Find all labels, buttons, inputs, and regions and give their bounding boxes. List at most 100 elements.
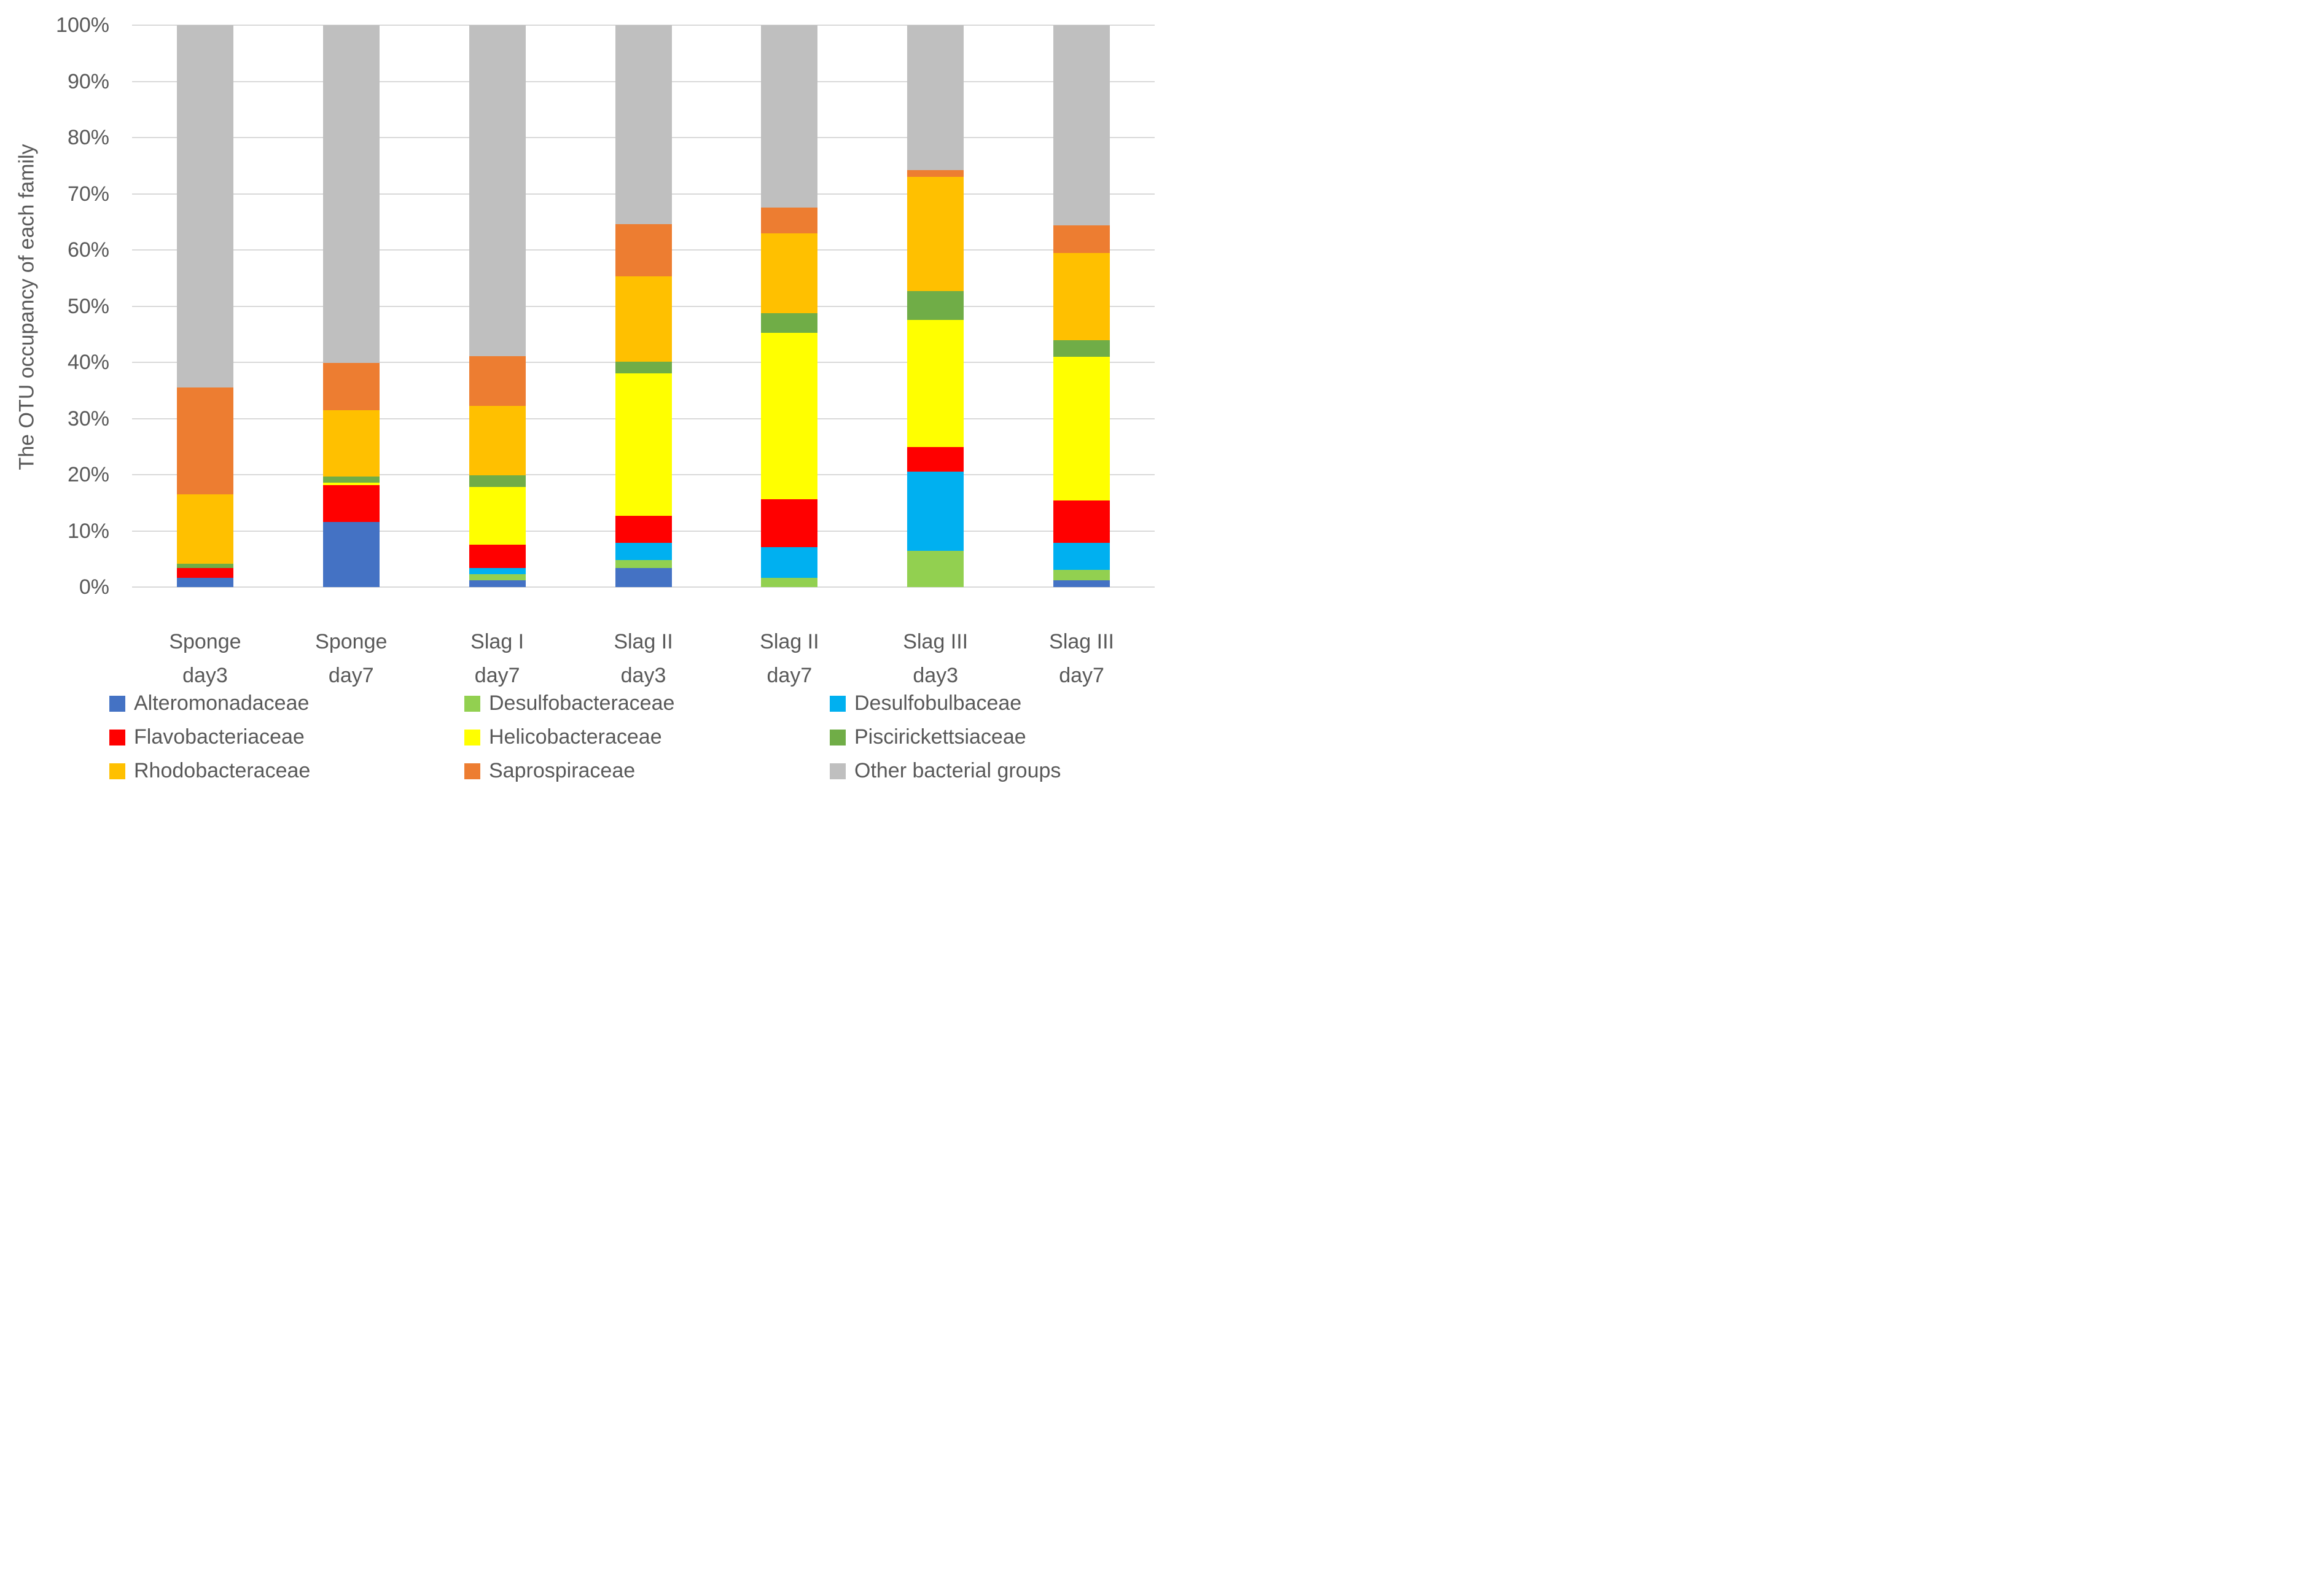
bar-segment-flavobacteriaceae xyxy=(469,545,526,568)
gridline xyxy=(132,25,1155,26)
legend-item-alteromonadaceae: Alteromonadaceae xyxy=(109,691,464,715)
bar-segment-helicobacteraceae xyxy=(615,373,672,516)
bar-slot xyxy=(424,25,571,587)
bar-segment-desulfobulbaceae xyxy=(469,567,526,574)
stacked-bar-sponge-day3 xyxy=(176,25,233,587)
category-label-line2: day7 xyxy=(1059,664,1104,687)
y-tick-label: 50% xyxy=(67,294,109,318)
legend-label: Helicobacteraceae xyxy=(489,725,662,749)
bar-segment-saprospiraceae xyxy=(907,170,964,177)
y-tick-label: 30% xyxy=(67,407,109,430)
legend-label: Alteromonadaceae xyxy=(134,691,310,715)
bar-segment-piscirickettsiaceae xyxy=(176,563,233,568)
stacked-bar-sponge-day7 xyxy=(322,25,380,587)
legend-swatch-icon xyxy=(830,729,846,745)
bar-segment-rhodobacteraceae xyxy=(615,276,672,362)
bar-segment-piscirickettsiaceae xyxy=(761,313,818,333)
category-label: Sponge day7 xyxy=(278,625,424,693)
plot-area xyxy=(132,25,1155,588)
bar-slot xyxy=(1008,25,1155,587)
stacked-bar-slag-i-day7 xyxy=(469,25,526,587)
legend: Alteromonadaceae Desulfobacteraceae Desulf… xyxy=(109,687,1061,788)
bars-container xyxy=(132,25,1155,587)
legend-swatch-icon xyxy=(109,729,125,745)
stacked-bar-slag-ii-day7 xyxy=(761,25,818,587)
bar-segment-rhodobacteraceae xyxy=(322,410,380,477)
bar-segment-rhodobacteraceae xyxy=(469,406,526,475)
y-tick-label: 40% xyxy=(67,351,109,374)
y-axis-tick-labels: 0% 10% 20% 30% 40% 50% 60% 70% 80% 90% 100% xyxy=(11,15,109,598)
category-label-line2: day3 xyxy=(182,664,228,687)
bar-segment-desulfobacteraceae xyxy=(469,574,526,581)
bar-slot xyxy=(132,25,278,587)
legend-item-flavobacteriaceae: Flavobacteriaceae xyxy=(109,725,464,749)
bar-segment-other-bacterial-groups xyxy=(176,25,233,388)
bar-segment-desulfobulbaceae xyxy=(1053,542,1110,570)
bar-segment-other-bacterial-groups xyxy=(615,25,672,224)
category-label-line1: Slag III xyxy=(1049,630,1114,653)
bar-segment-flavobacteriaceae xyxy=(907,447,964,472)
bar-segment-desulfobulbaceae xyxy=(907,472,964,551)
bar-segment-saprospiraceae xyxy=(761,207,818,233)
y-tick-label: 60% xyxy=(67,238,109,262)
legend-swatch-icon xyxy=(830,763,846,779)
category-label-line2: day3 xyxy=(620,664,666,687)
bar-segment-flavobacteriaceae xyxy=(322,485,380,522)
legend-item-rhodobacteraceae: Rhodobacteraceae xyxy=(109,759,464,783)
bar-segment-rhodobacteraceae xyxy=(1053,252,1110,341)
legend-swatch-icon xyxy=(464,763,480,779)
bar-segment-rhodobacteraceae xyxy=(176,494,233,564)
legend-item-saprospiraceae: Saprospiraceae xyxy=(464,759,830,783)
bar-segment-piscirickettsiaceae xyxy=(615,362,672,374)
bar-segment-alteromonadaceae xyxy=(1053,580,1110,587)
bar-segment-helicobacteraceae xyxy=(322,482,380,485)
bar-segment-alteromonadaceae xyxy=(469,580,526,587)
bar-segment-desulfobacteraceae xyxy=(907,551,964,587)
legend-label: Saprospiraceae xyxy=(489,759,636,782)
category-label: Slag III day7 xyxy=(1008,625,1155,693)
legend-item-desulfobulbaceae: Desulfobulbaceae xyxy=(830,691,1061,715)
y-tick-label: 90% xyxy=(67,69,109,93)
category-label: Slag II day3 xyxy=(571,625,717,693)
category-label: Slag III day3 xyxy=(862,625,1008,693)
bar-segment-desulfobacteraceae xyxy=(1053,569,1110,581)
bar-segment-helicobacteraceae xyxy=(469,487,526,545)
bar-segment-other-bacterial-groups xyxy=(1053,25,1110,225)
category-label-line1: Sponge xyxy=(315,630,388,653)
legend-label: Rhodobacteraceae xyxy=(134,759,311,782)
bar-segment-piscirickettsiaceae xyxy=(322,476,380,483)
legend-item-helicobacteraceae: Helicobacteraceae xyxy=(464,725,830,749)
bar-segment-alteromonadaceae xyxy=(176,578,233,587)
legend-swatch-icon xyxy=(109,695,125,712)
bar-segment-saprospiraceae xyxy=(322,362,380,410)
bar-segment-flavobacteriaceae xyxy=(176,567,233,578)
bar-slot xyxy=(862,25,1008,587)
legend-label: Desulfobulbaceae xyxy=(854,691,1022,715)
bar-segment-helicobacteraceae xyxy=(907,320,964,448)
category-label-line2: day3 xyxy=(913,664,959,687)
legend-item-piscirickettsiaceae: Piscirickettsiaceae xyxy=(830,725,1061,749)
y-tick-label: 100% xyxy=(56,14,109,37)
legend-label: Other bacterial groups xyxy=(854,759,1061,782)
legend-item-desulfobacteraceae: Desulfobacteraceae xyxy=(464,691,830,715)
bar-segment-other-bacterial-groups xyxy=(761,25,818,208)
legend-label: Flavobacteriaceae xyxy=(134,725,305,749)
bar-segment-saprospiraceae xyxy=(615,224,672,277)
bar-segment-saprospiraceae xyxy=(1053,225,1110,253)
category-label: Sponge day3 xyxy=(132,625,278,693)
gridline xyxy=(132,586,1155,588)
stacked-bar-slag-iii-day3 xyxy=(907,25,964,587)
bar-segment-desulfobulbaceae xyxy=(761,547,818,578)
bar-segment-desulfobacteraceae xyxy=(615,560,672,568)
y-tick-label: 0% xyxy=(79,575,109,599)
bar-segment-flavobacteriaceae xyxy=(1053,500,1110,543)
bar-segment-alteromonadaceae xyxy=(615,567,672,587)
y-tick-label: 10% xyxy=(67,519,109,543)
category-label-line1: Slag II xyxy=(760,630,819,653)
bar-slot xyxy=(571,25,717,587)
stacked-bar-chart-figure: The OTU occupancy of each family 0% 10% 20… xyxy=(0,0,1161,798)
y-tick-label: 70% xyxy=(67,182,109,206)
x-axis-category-labels: Sponge day3 Sponge day7 Slag I day7 Slag II day… xyxy=(132,625,1155,693)
category-label-line1: Sponge xyxy=(169,630,241,653)
bar-segment-other-bacterial-groups xyxy=(469,25,526,357)
